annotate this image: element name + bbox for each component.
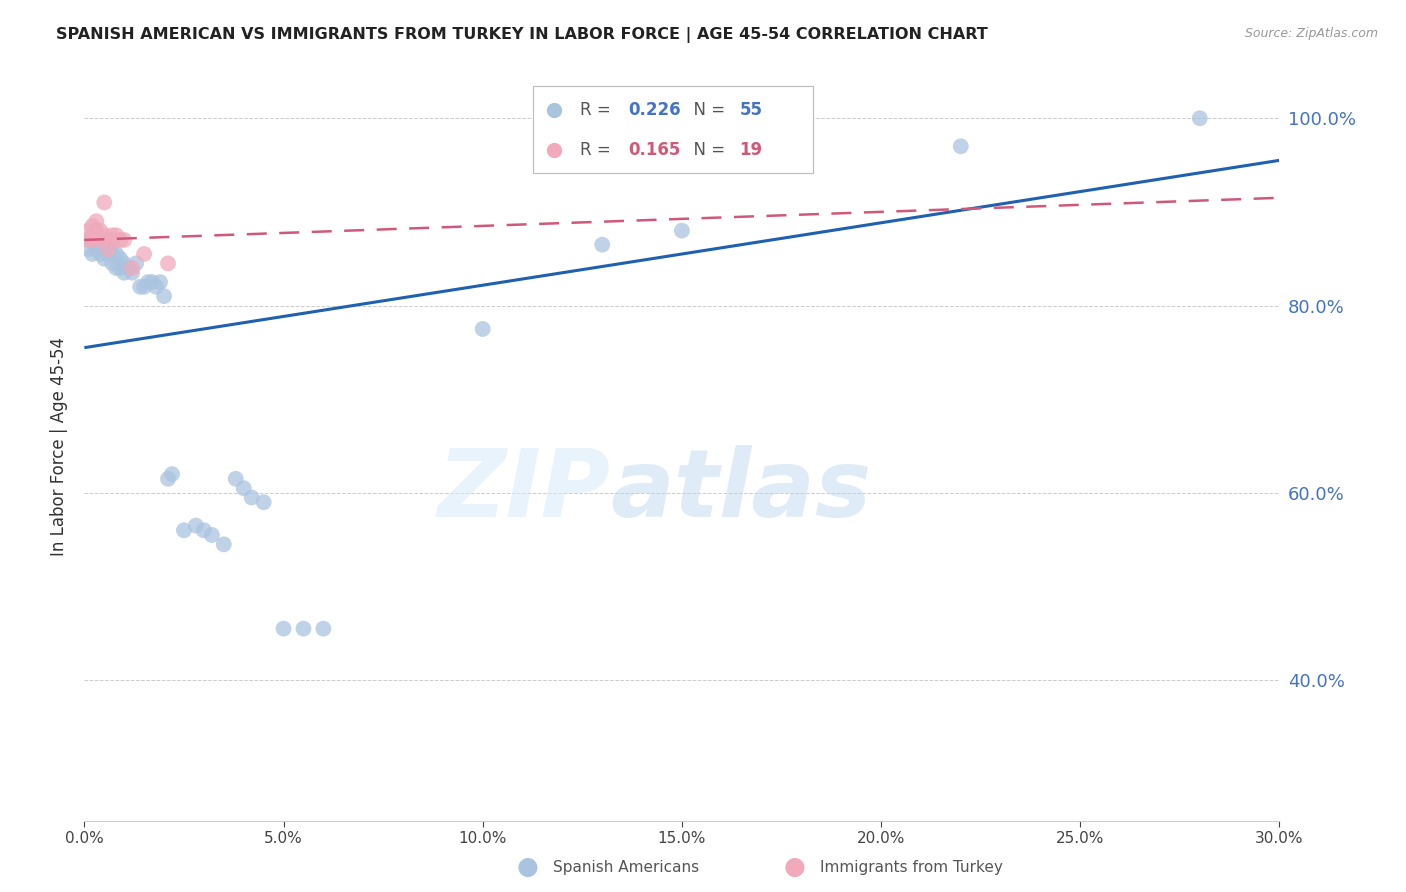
Text: Immigrants from Turkey: Immigrants from Turkey — [820, 860, 1002, 874]
Text: N =: N = — [683, 102, 731, 120]
Point — [1188, 112, 1211, 126]
Point — [86, 228, 108, 243]
Point — [77, 224, 100, 238]
Point — [136, 275, 159, 289]
Text: SPANISH AMERICAN VS IMMIGRANTS FROM TURKEY IN LABOR FORCE | AGE 45-54 CORRELATIO: SPANISH AMERICAN VS IMMIGRANTS FROM TURK… — [56, 27, 988, 43]
Point — [82, 228, 104, 243]
FancyBboxPatch shape — [533, 87, 814, 172]
Point — [225, 472, 247, 486]
Point — [86, 224, 108, 238]
Point — [101, 237, 124, 252]
Point — [93, 243, 115, 257]
Text: ●: ● — [783, 855, 806, 879]
Point — [110, 252, 132, 266]
Point — [112, 256, 135, 270]
Point — [112, 233, 135, 247]
Text: 19: 19 — [740, 141, 762, 159]
Text: 0.165: 0.165 — [628, 141, 681, 159]
Point — [89, 233, 111, 247]
Y-axis label: In Labor Force | Age 45-54: In Labor Force | Age 45-54 — [51, 336, 69, 556]
Point — [82, 233, 104, 247]
Point — [173, 523, 195, 537]
Point — [112, 266, 135, 280]
Point — [292, 622, 315, 636]
Point — [86, 243, 108, 257]
Text: ZIP: ZIP — [437, 445, 610, 537]
Text: 0.226: 0.226 — [628, 102, 681, 120]
Point — [110, 261, 132, 276]
Text: ●: ● — [516, 855, 538, 879]
Point — [89, 233, 111, 247]
Point — [471, 322, 494, 336]
Point — [97, 243, 120, 257]
Text: Spanish Americans: Spanish Americans — [553, 860, 699, 874]
Point — [121, 266, 143, 280]
Point — [86, 237, 108, 252]
Point — [89, 237, 111, 252]
Point — [157, 472, 180, 486]
Point — [77, 243, 100, 257]
Point — [132, 247, 156, 261]
Point — [312, 622, 335, 636]
Point — [82, 219, 104, 233]
Point — [129, 280, 152, 294]
Point — [97, 243, 120, 257]
Point — [93, 228, 115, 243]
Text: N =: N = — [683, 141, 731, 159]
Point — [82, 233, 104, 247]
Point — [86, 214, 108, 228]
Point — [101, 256, 124, 270]
Text: R =: R = — [581, 141, 616, 159]
Point — [77, 233, 100, 247]
Point — [212, 537, 235, 551]
Text: atlas: atlas — [610, 445, 872, 537]
Point — [105, 247, 128, 261]
Point — [77, 233, 100, 247]
Point — [253, 495, 276, 509]
Point — [89, 247, 111, 261]
Point — [273, 622, 295, 636]
Point — [240, 491, 263, 505]
Point — [949, 139, 972, 153]
Point — [132, 280, 156, 294]
Point — [193, 523, 215, 537]
Point — [141, 275, 163, 289]
Point — [93, 195, 115, 210]
Text: R =: R = — [581, 102, 616, 120]
Point — [117, 261, 139, 276]
Point — [86, 233, 108, 247]
Point — [82, 247, 104, 261]
Point — [105, 261, 128, 276]
Text: Source: ZipAtlas.com: Source: ZipAtlas.com — [1244, 27, 1378, 40]
Point — [89, 224, 111, 238]
Point — [105, 228, 128, 243]
Point — [125, 256, 148, 270]
Point — [184, 518, 207, 533]
Point — [101, 228, 124, 243]
Point — [93, 252, 115, 266]
Point — [232, 481, 254, 495]
Point — [591, 237, 613, 252]
Point — [157, 256, 180, 270]
Point — [671, 224, 693, 238]
Point — [93, 233, 115, 247]
Point — [101, 233, 124, 247]
Point — [149, 275, 172, 289]
Point — [110, 233, 132, 247]
Point — [97, 247, 120, 261]
Point — [160, 467, 183, 482]
Point — [121, 261, 143, 276]
Point — [153, 289, 176, 303]
Text: 55: 55 — [740, 102, 762, 120]
Point — [145, 280, 167, 294]
Point — [201, 528, 224, 542]
Point — [101, 247, 124, 261]
